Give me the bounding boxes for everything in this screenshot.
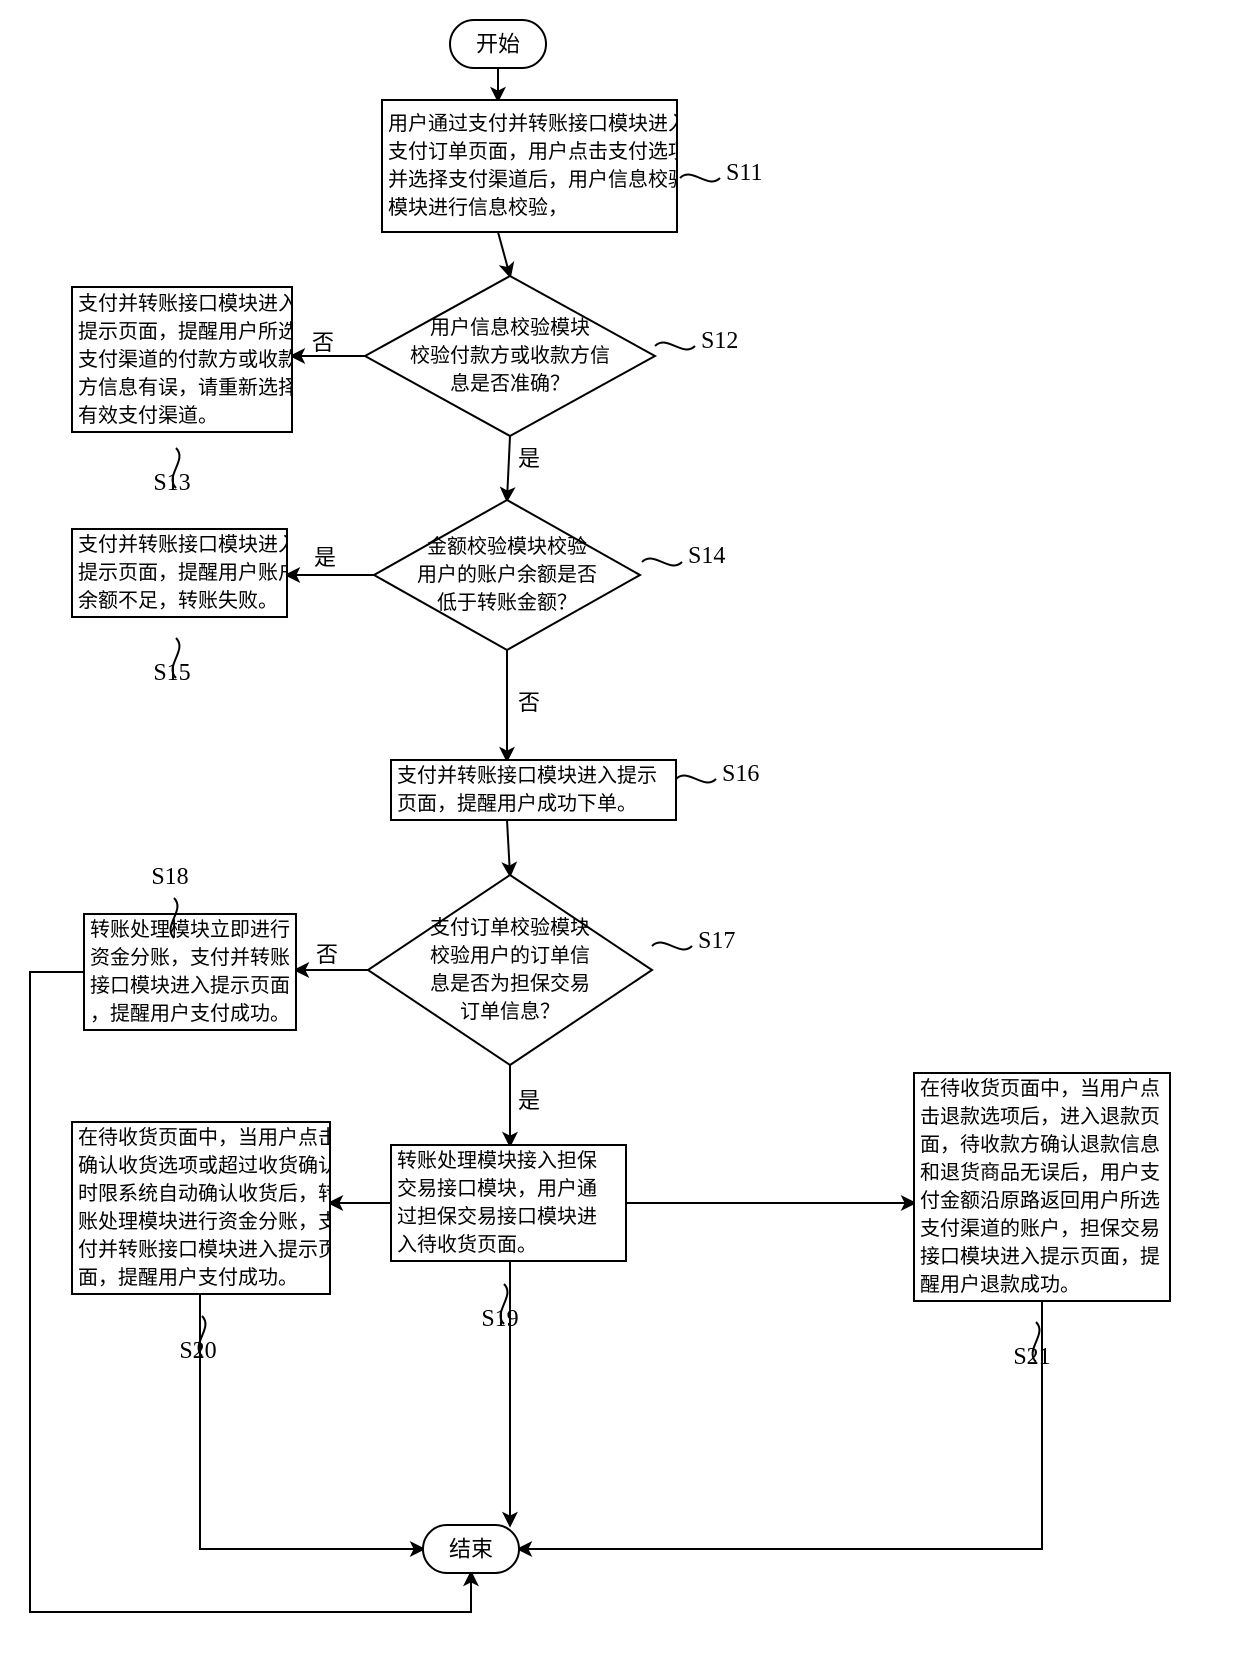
svg-text:S20: S20 bbox=[179, 1338, 216, 1364]
svg-text:S15: S15 bbox=[153, 660, 190, 686]
process-s16: 支付并转账接口模块进入提示页面，提醒用户成功下单。 bbox=[391, 760, 676, 820]
end-terminal: 结束 bbox=[423, 1525, 519, 1573]
step-label-s13: S13 bbox=[153, 448, 190, 496]
process-s13: 支付并转账接口模块进入提示页面，提醒用户所选支付渠道的付款方或收款方信息有误，请… bbox=[72, 287, 292, 432]
edge-s20-end bbox=[200, 1294, 423, 1549]
step-label-s15: S15 bbox=[153, 638, 190, 686]
edge-label-s14_no: 否 bbox=[518, 690, 540, 715]
step-label-s21: S21 bbox=[1013, 1322, 1050, 1370]
svg-text:开始: 开始 bbox=[476, 32, 520, 57]
edge-label-s14_yes: 是 bbox=[314, 545, 336, 570]
process-s19: 转账处理模块接入担保交易接口模块，用户通过担保交易接口模块进入待收货页面。 bbox=[391, 1145, 626, 1261]
edge-label-s17_yes: 是 bbox=[518, 1088, 540, 1113]
start-terminal: 开始 bbox=[450, 20, 546, 68]
process-s21: 在待收货页面中，当用户点击退款选项后，进入退款页面，待收款方确认退款信息和退货商… bbox=[914, 1073, 1170, 1301]
edge-label-s12_yes: 是 bbox=[518, 446, 540, 471]
svg-text:S21: S21 bbox=[1013, 1344, 1050, 1370]
edge-s16 bbox=[507, 820, 510, 875]
edge-s11 bbox=[498, 232, 510, 276]
edge-label-s12_no: 否 bbox=[312, 330, 334, 355]
step-label-s14: S14 bbox=[642, 543, 725, 569]
step-label-s16: S16 bbox=[676, 761, 759, 787]
svg-text:S19: S19 bbox=[481, 1306, 518, 1332]
step-label-s20: S20 bbox=[179, 1316, 216, 1364]
decision-s17: 支付订单校验模块校验用户的订单信息是否为担保交易订单信息？ bbox=[368, 875, 652, 1065]
step-label-s11: S11 bbox=[680, 160, 762, 186]
svg-text:S17: S17 bbox=[698, 928, 735, 954]
svg-text:S11: S11 bbox=[726, 160, 762, 186]
svg-text:S14: S14 bbox=[688, 543, 725, 569]
edge-label-s17_no: 否 bbox=[316, 942, 338, 967]
decision-s12: 用户信息校验模块校验付款方或收款方信息是否准确？ bbox=[365, 276, 655, 436]
svg-text:S16: S16 bbox=[722, 761, 759, 787]
svg-text:S18: S18 bbox=[151, 864, 188, 890]
process-s11: 用户通过支付并转账接口模块进入支付订单页面，用户点击支付选项并选择支付渠道后，用… bbox=[382, 100, 677, 232]
step-label-s17: S17 bbox=[652, 928, 735, 954]
edge-s12-yes bbox=[507, 436, 510, 500]
process-s18: 转账处理模块立即进行资金分账，支付并转账接口模块进入提示页面，提醒用户支付成功。 bbox=[84, 914, 296, 1030]
step-label-s12: S12 bbox=[655, 328, 738, 354]
step-label-s19: S19 bbox=[481, 1284, 518, 1332]
svg-text:S12: S12 bbox=[701, 328, 738, 354]
edge-s21-end bbox=[519, 1301, 1042, 1549]
process-s20: 在待收货页面中，当用户点击确认收货选项或超过收货确认时限系统自动确认收货后，转账… bbox=[72, 1122, 330, 1294]
svg-text:结束: 结束 bbox=[449, 1537, 493, 1562]
flowchart-svg: 开始结束 用户通过支付并转账接口模块进入支付订单页面，用户点击支付选项并选择支付渠… bbox=[0, 0, 1240, 1656]
decision-s14: 金额校验模块校验用户的账户余额是否低于转账金额？ bbox=[374, 500, 640, 650]
process-s15: 支付并转账接口模块进入提示页面，提醒用户账户余额不足，转账失败。 bbox=[72, 529, 287, 617]
svg-text:S13: S13 bbox=[153, 470, 190, 496]
